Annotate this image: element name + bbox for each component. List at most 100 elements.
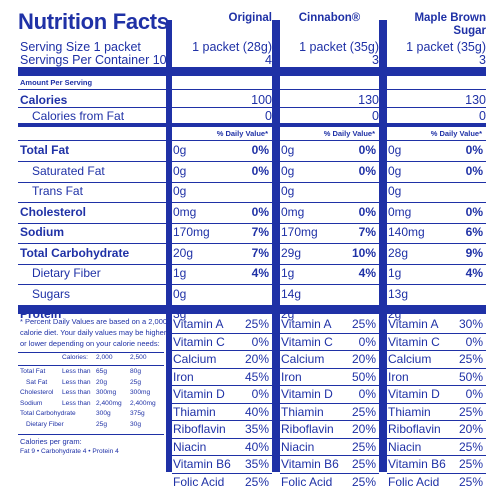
nutrient-amount: 0g bbox=[388, 184, 402, 198]
nutrient-label: Trans Fat bbox=[32, 184, 83, 198]
vitamin-label: Vitamin A bbox=[281, 317, 332, 331]
thick-rule-mid bbox=[280, 305, 379, 314]
nutrient-percent: 6% bbox=[465, 225, 483, 239]
dv-table-label: Dietary Fiber bbox=[26, 420, 64, 428]
rule-vitamin bbox=[280, 420, 379, 421]
rule-nutrient bbox=[18, 161, 486, 162]
medium-rule bbox=[280, 123, 379, 127]
calories-from-fat-value: 0 bbox=[479, 109, 486, 123]
column-header-cinnabon: Cinnabon® bbox=[298, 12, 361, 24]
rule-vitamin bbox=[387, 402, 486, 404]
rule-vitamin bbox=[172, 472, 272, 474]
rule-vitamin bbox=[280, 472, 379, 474]
dv-table-2000-value: 65g bbox=[96, 368, 108, 375]
servings-per-container-label: Servings Per Container 10 bbox=[20, 53, 167, 67]
servings-per-container-value: 3 bbox=[479, 53, 486, 67]
dv-table-2500-value: 30g bbox=[130, 420, 142, 428]
rule-vitamin bbox=[280, 385, 379, 386]
serving-size-label: Serving Size 1 packet bbox=[20, 40, 141, 54]
vitamin-label: Calcium bbox=[173, 352, 217, 366]
rule-vitamin bbox=[280, 437, 379, 439]
vitamin-label: Niacin bbox=[388, 439, 422, 454]
calories-from-fat-label: Calories from Fat bbox=[32, 109, 125, 123]
rule-vitamin bbox=[387, 420, 486, 421]
thick-rule-top bbox=[172, 67, 272, 76]
vitamin-label: Niacin bbox=[281, 439, 315, 454]
nutrient-amount: 1g bbox=[173, 266, 187, 280]
dv-table-label: Sodium bbox=[20, 399, 43, 407]
dv-table-label: Cholesterol bbox=[20, 389, 54, 396]
nutrient-label: Total Carbohydrate bbox=[20, 245, 130, 260]
amount-per-serving-label: Amount Per Serving bbox=[20, 78, 93, 87]
vitamin-label: Thiamin bbox=[281, 404, 324, 419]
vitamin-percent: 20% bbox=[351, 352, 376, 366]
vitamin-label: Niacin bbox=[173, 439, 207, 454]
medium-rule bbox=[387, 123, 486, 127]
rule-vitamin bbox=[387, 455, 486, 456]
calories-label: Calories bbox=[20, 93, 68, 107]
vitamin-percent: 25% bbox=[458, 474, 483, 489]
calories-per-gram-label: Calories per gram: bbox=[20, 437, 82, 446]
vitamin-percent: 35% bbox=[244, 457, 269, 471]
rule-vitamin bbox=[280, 332, 379, 334]
nutrient-percent: 7% bbox=[251, 245, 269, 260]
nutrient-percent: 0% bbox=[465, 163, 483, 178]
vitamin-percent: 30% bbox=[458, 317, 483, 331]
thick-rule-top bbox=[387, 67, 486, 76]
column-header-maple: Maple Brown bbox=[414, 12, 486, 24]
vitamin-label: Vitamin B6 bbox=[281, 457, 339, 471]
nutrient-percent: 4% bbox=[251, 266, 269, 280]
rule-vitamin bbox=[280, 455, 379, 456]
thick-rule-left bbox=[166, 20, 172, 472]
nutrient-percent: 4% bbox=[358, 266, 376, 280]
nutrient-percent: 0% bbox=[251, 143, 269, 157]
vitamin-label: Vitamin C bbox=[388, 334, 440, 349]
vitamin-label: Folic Acid bbox=[281, 474, 333, 489]
vitamin-percent: 0% bbox=[251, 334, 269, 349]
thick-rule-mid bbox=[18, 305, 172, 314]
nutrient-percent: 0% bbox=[358, 163, 376, 178]
serving-size-value: 1 packet (35g) bbox=[299, 40, 379, 54]
nutrient-label: Sugars bbox=[32, 286, 71, 301]
nutrient-amount: 0g bbox=[173, 163, 187, 178]
dv-table-qualifier: Less than bbox=[62, 378, 91, 386]
servings-per-container-value: 4 bbox=[265, 53, 272, 67]
dv-table-2500-value: 80g bbox=[130, 368, 142, 375]
rule-vitamin bbox=[387, 350, 486, 351]
dv-table-2000-value: 25g bbox=[96, 420, 108, 428]
vitamin-percent: 25% bbox=[458, 439, 483, 454]
nutrient-amount: 170mg bbox=[173, 225, 210, 239]
vitamin-label: Riboflavin bbox=[388, 422, 441, 436]
calories-from-fat-value: 0 bbox=[372, 109, 379, 123]
rule-vitamin bbox=[280, 402, 379, 404]
nutrient-label: Total Fat bbox=[20, 143, 70, 157]
vitamin-label: Folic Acid bbox=[388, 474, 440, 489]
dv-table-qualifier: Less than bbox=[62, 399, 91, 407]
nutrient-percent: 7% bbox=[251, 225, 269, 239]
vitamin-label: Vitamin A bbox=[173, 317, 224, 331]
vitamin-label: Vitamin A bbox=[388, 317, 439, 331]
nutrient-percent: 0% bbox=[358, 143, 376, 157]
dv-table-2000: 2,000 bbox=[96, 354, 113, 361]
vitamin-label: Vitamin C bbox=[281, 334, 333, 349]
dv-table-calories-label: Calories: bbox=[62, 354, 89, 361]
rule-vitamin bbox=[387, 332, 486, 334]
vitamin-percent: 45% bbox=[244, 369, 269, 384]
vitamin-percent: 25% bbox=[351, 457, 376, 471]
vitamin-percent: 25% bbox=[458, 352, 483, 366]
vitamin-percent: 35% bbox=[244, 422, 269, 436]
nutrient-amount: 0g bbox=[173, 286, 187, 301]
vitamin-label: Calcium bbox=[281, 352, 325, 366]
servings-per-container-value: 3 bbox=[372, 53, 379, 67]
vitamin-percent: 40% bbox=[244, 439, 269, 454]
vitamin-label: Vitamin D bbox=[173, 387, 225, 401]
daily-value-header: % Daily Value* bbox=[430, 129, 482, 138]
rule-nutrient bbox=[18, 263, 486, 265]
vitamin-percent: 40% bbox=[244, 404, 269, 419]
rule-vitamin bbox=[172, 437, 272, 439]
nutrient-amount: 13g bbox=[388, 286, 409, 301]
vitamin-label: Vitamin D bbox=[281, 387, 333, 401]
nutrient-amount: 0g bbox=[388, 143, 402, 157]
dv-table-2000-value: 300g bbox=[96, 410, 111, 417]
